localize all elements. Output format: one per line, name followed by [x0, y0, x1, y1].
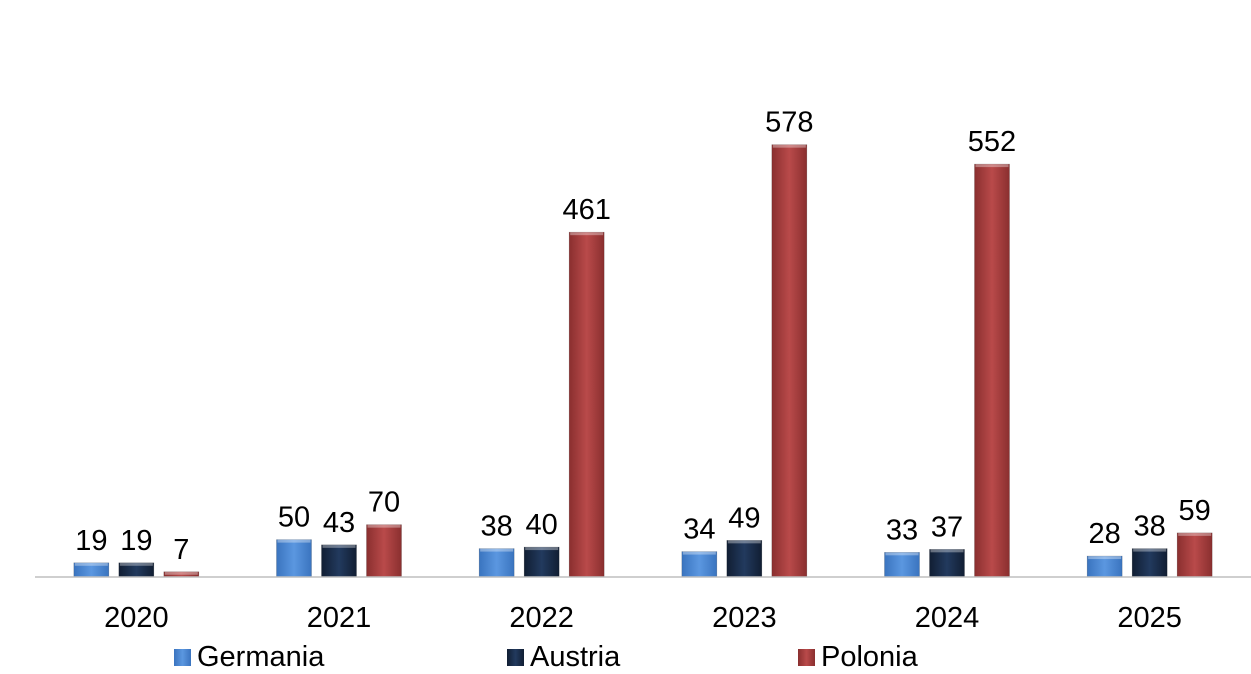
legend-swatch-germania — [174, 648, 191, 666]
bar-cap-austria-2021 — [322, 544, 356, 548]
data-label-austria-2021: 43 — [323, 507, 355, 539]
x-tick-label-2023: 2023 — [712, 602, 777, 634]
bar-cap-germania-2025 — [1088, 556, 1122, 560]
bar-germania-2022 — [478, 548, 515, 578]
legend-item-germania: Germania — [174, 640, 324, 674]
bar-germania-2021 — [276, 539, 312, 578]
data-label-polonia-2020: 7 — [173, 534, 189, 566]
data-label-austria-2023: 49 — [728, 502, 760, 534]
data-label-germania-2020: 19 — [75, 525, 107, 557]
data-label-germania-2025: 28 — [1089, 518, 1121, 550]
legend-item-polonia: Polonia — [798, 640, 918, 674]
bar-austria-2025 — [1131, 548, 1168, 578]
legend-item-austria: Austria — [507, 640, 620, 674]
bar-polonia-2022 — [568, 231, 605, 578]
data-labels-layer: 19 19 7 50 43 70 38 40 461 34 49 578 33 37 552 28 38 59 — [75, 107, 1211, 566]
bar-germania-2024 — [884, 552, 920, 578]
bar-cap-polonia-2025 — [1178, 532, 1212, 536]
data-label-germania-2024: 33 — [886, 514, 918, 546]
x-tick-label-2025: 2025 — [1117, 602, 1182, 634]
bar-cap-germania-2024 — [885, 552, 919, 556]
bar-cap-germania-2022 — [480, 548, 514, 552]
bar-cap-polonia-2023 — [772, 144, 806, 148]
bar-polonia-2024 — [974, 163, 1010, 578]
data-label-austria-2020: 19 — [120, 525, 152, 557]
bar-austria-2021 — [321, 544, 357, 578]
legend-swatch-austria — [507, 648, 524, 666]
bar-austria-2023 — [726, 540, 763, 578]
data-label-germania-2023: 34 — [683, 514, 715, 546]
x-tick-label-2020: 2020 — [104, 602, 169, 634]
bar-cap-germania-2020 — [74, 562, 108, 566]
bars-layer — [73, 144, 1213, 578]
bar-cap-polonia-2022 — [570, 232, 604, 236]
bar-cap-germania-2023 — [682, 551, 716, 555]
data-label-polonia-2024: 552 — [968, 126, 1016, 158]
x-tick-label-2022: 2022 — [509, 602, 574, 634]
bar-cap-germania-2021 — [277, 539, 311, 543]
bar-chart: 19 19 7 50 43 70 38 40 461 34 49 578 33 37 552 28 38 59 2… — [35, 107, 1251, 634]
data-label-polonia-2023: 578 — [765, 107, 813, 139]
data-label-polonia-2025: 59 — [1179, 495, 1211, 527]
bar-austria-2022 — [523, 546, 560, 578]
data-label-polonia-2022: 461 — [562, 194, 610, 226]
bar-germania-2025 — [1086, 555, 1123, 578]
data-label-germania-2022: 38 — [481, 511, 513, 543]
data-label-germania-2021: 50 — [278, 502, 310, 534]
bar-cap-austria-2025 — [1133, 548, 1167, 552]
bar-germania-2023 — [681, 551, 718, 578]
bar-cap-polonia-2020 — [164, 571, 198, 575]
bar-cap-austria-2022 — [525, 547, 559, 551]
legend-label-germania: Germania — [197, 640, 325, 673]
bar-polonia-2025 — [1176, 532, 1213, 578]
bar-cap-austria-2020 — [119, 562, 153, 566]
legend-label-austria: Austria — [530, 640, 621, 673]
bar-cap-polonia-2021 — [367, 524, 401, 528]
legend-label-polonia: Polonia — [821, 640, 918, 673]
legend: Germania Austria Polonia — [0, 640, 1251, 674]
bar-polonia-2023 — [771, 144, 808, 578]
x-tick-label-2021: 2021 — [307, 602, 372, 634]
x-tick-label-2024: 2024 — [915, 602, 980, 634]
x-tick-labels: 2020 2021 2022 2023 2024 2025 — [104, 602, 1182, 634]
data-label-polonia-2021: 70 — [368, 487, 400, 519]
data-label-austria-2024: 37 — [931, 511, 963, 543]
bar-cap-austria-2024 — [930, 549, 964, 553]
data-label-austria-2025: 38 — [1134, 511, 1166, 543]
data-label-austria-2022: 40 — [526, 509, 558, 541]
bar-austria-2024 — [929, 549, 965, 578]
bar-polonia-2021 — [366, 524, 402, 578]
bar-cap-austria-2023 — [727, 540, 761, 544]
legend-swatch-polonia — [798, 648, 815, 666]
bar-cap-polonia-2024 — [975, 164, 1009, 168]
